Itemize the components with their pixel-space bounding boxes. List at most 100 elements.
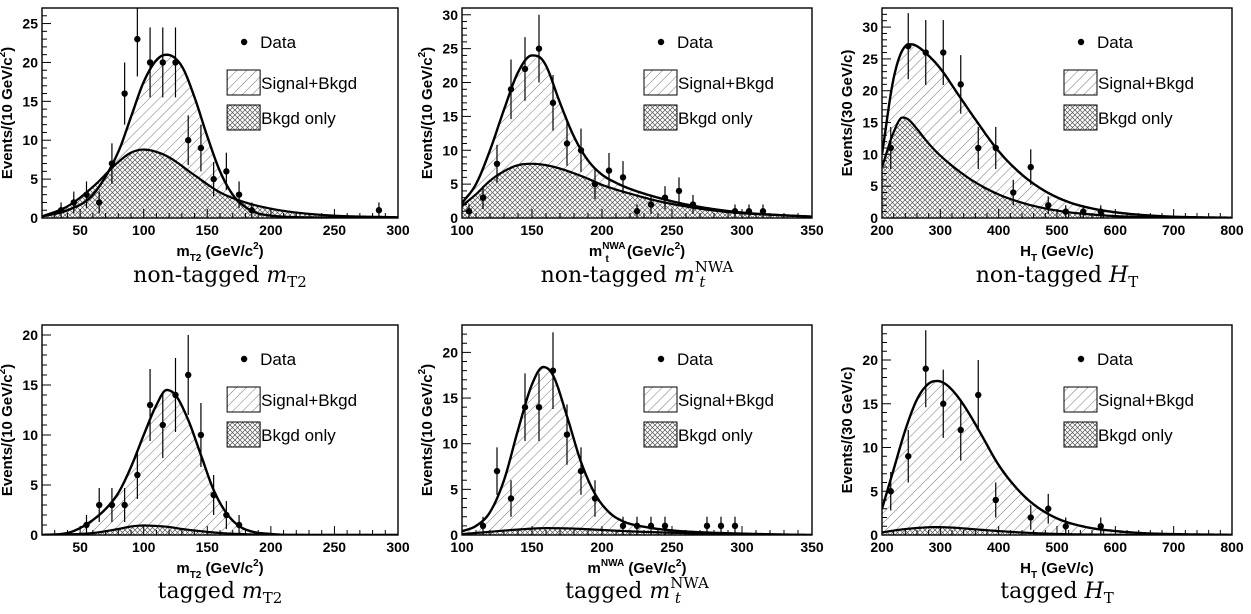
x-tick-label: 400 — [987, 539, 1011, 555]
data-marker — [1045, 505, 1052, 512]
x-tick-label: 100 — [132, 539, 156, 555]
plot-area — [42, 335, 398, 535]
x-axis-label: mNWA t (GeV/c2) — [589, 241, 685, 265]
x-tick-label: 700 — [1162, 539, 1186, 555]
data-marker — [248, 207, 255, 214]
data-marker — [493, 160, 501, 168]
data-marker — [563, 140, 571, 147]
plot-frame — [461, 324, 813, 536]
x-tick-label: 250 — [660, 222, 684, 238]
data-marker — [647, 522, 655, 530]
y-tick-label: 15 — [22, 377, 38, 393]
data-marker — [619, 174, 627, 181]
data-marker — [83, 521, 90, 529]
data-marker — [905, 453, 912, 460]
data-point — [647, 516, 655, 535]
data-marker — [633, 208, 641, 215]
y-tick-label: 0 — [30, 210, 38, 226]
legend-bkgd-swatch — [1063, 104, 1098, 131]
data-marker — [535, 45, 543, 52]
x-tick-label: 800 — [1220, 222, 1244, 238]
legend-data-marker — [657, 38, 665, 46]
x-tick-label: 300 — [929, 539, 953, 555]
x-tick-label: 500 — [1045, 222, 1069, 238]
legend-signal-label: Signal+Bkgd — [261, 74, 357, 93]
data-marker — [1080, 208, 1087, 215]
x-tick-label: 150 — [520, 539, 544, 555]
data-marker — [535, 403, 543, 411]
plot-area — [42, 8, 398, 218]
x-tick-label: 800 — [1220, 539, 1244, 555]
legend-data-marker — [240, 355, 248, 363]
data-point — [172, 358, 179, 432]
y-tick-label: 25 — [22, 16, 38, 32]
data-marker — [605, 167, 613, 174]
data-marker — [108, 160, 116, 167]
data-marker — [197, 144, 205, 152]
x-tick-label: 600 — [1104, 539, 1128, 555]
data-marker — [731, 522, 739, 530]
data-point — [210, 162, 217, 197]
y-tick-label: 15 — [862, 115, 878, 131]
legend-bkgd-swatch — [1063, 421, 1098, 448]
legend-data-label: Data — [677, 350, 713, 369]
y-tick-label: 15 — [442, 390, 458, 406]
data-marker — [134, 35, 141, 43]
legend: Data Signal+Bkgd Bkgd only — [643, 33, 774, 131]
legend: Data Signal+Bkgd Bkgd only — [643, 350, 774, 448]
y-tick-label: 30 — [442, 7, 458, 23]
legend-data-label: Data — [260, 33, 296, 52]
data-point — [121, 62, 128, 125]
y-tick-label: 10 — [22, 427, 38, 443]
data-marker — [172, 391, 179, 399]
x-tick-label: 300 — [386, 539, 410, 555]
data-point — [633, 204, 641, 218]
x-tick-label: 350 — [800, 222, 824, 238]
y-tick-label: 5 — [870, 178, 878, 194]
legend-signal-swatch — [226, 69, 261, 96]
y-tick-label: 0 — [870, 527, 878, 543]
y-tick-label: 20 — [22, 54, 38, 70]
data-marker — [905, 42, 912, 50]
data-marker — [70, 199, 77, 206]
data-point — [172, 27, 179, 98]
data-marker — [159, 59, 166, 66]
panel-caption: non-tagged mT2 — [133, 263, 307, 291]
plot-frame — [461, 7, 813, 219]
data-point — [759, 204, 767, 218]
data-point — [96, 191, 103, 214]
data-point — [146, 369, 154, 441]
y-tick-label: 5 — [450, 481, 458, 497]
data-marker — [223, 511, 230, 519]
data-point — [493, 447, 501, 495]
y-tick-label: 15 — [442, 108, 458, 124]
data-marker — [479, 522, 487, 530]
data-marker — [96, 199, 103, 206]
data-marker — [1062, 208, 1069, 215]
data-marker — [146, 401, 154, 409]
x-tick-label: 350 — [800, 539, 824, 555]
data-point — [619, 161, 627, 194]
data-point — [975, 127, 982, 169]
data-point — [248, 202, 255, 218]
data-marker — [661, 194, 669, 201]
data-point — [535, 373, 543, 441]
data-marker — [549, 367, 557, 374]
data-marker — [619, 522, 627, 530]
x-tick-label: 150 — [196, 539, 220, 555]
legend-signal-label: Signal+Bkgd — [678, 74, 774, 93]
x-tick-label: 300 — [386, 222, 410, 238]
data-point — [1010, 179, 1017, 206]
y-tick-label: 25 — [862, 51, 878, 67]
data-marker — [375, 207, 383, 214]
data-point — [223, 501, 230, 529]
legend-bkgd-label: Bkgd only — [678, 426, 753, 445]
y-tick-label: 30 — [862, 19, 878, 35]
signal-bkgd-curve — [42, 388, 398, 535]
data-marker — [121, 501, 128, 509]
y-tick-label: 20 — [442, 344, 458, 360]
data-point — [96, 488, 103, 522]
chart-panel: 50 100 150 200 250 300 0 5 10 15 20 25 mT2 (GeV/c2) E… — [0, 7, 410, 291]
y-tick-label: 5 — [870, 483, 878, 499]
data-marker — [689, 201, 697, 208]
